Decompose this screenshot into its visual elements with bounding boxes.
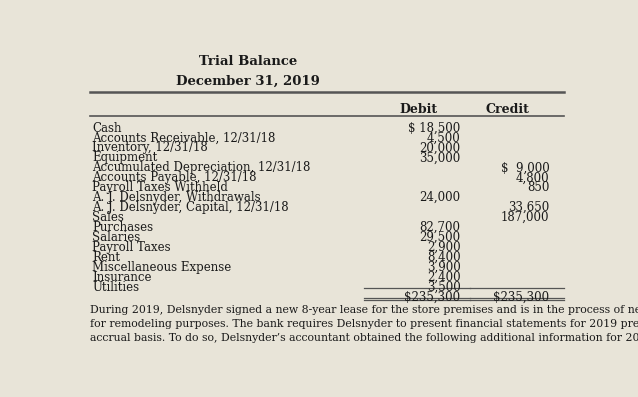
- Text: $235,300: $235,300: [493, 291, 549, 304]
- Text: 33,650: 33,650: [508, 201, 549, 214]
- Text: 20,000: 20,000: [419, 141, 461, 154]
- Text: 4,500: 4,500: [427, 131, 461, 145]
- Text: $ 18,500: $ 18,500: [408, 121, 461, 135]
- Text: 24,000: 24,000: [419, 191, 461, 204]
- Text: 3,900: 3,900: [427, 261, 461, 274]
- Text: Accounts Receivable, 12/31/18: Accounts Receivable, 12/31/18: [92, 131, 276, 145]
- Text: A. J. Delsnyder, Withdrawals: A. J. Delsnyder, Withdrawals: [92, 191, 261, 204]
- Text: $  9,000: $ 9,000: [501, 161, 549, 174]
- Text: Accounts Payable, 12/31/18: Accounts Payable, 12/31/18: [92, 171, 256, 184]
- Text: Purchases: Purchases: [92, 221, 153, 234]
- Text: 2,900: 2,900: [427, 241, 461, 254]
- Text: A. J. Delsnyder, Capital, 12/31/18: A. J. Delsnyder, Capital, 12/31/18: [92, 201, 289, 214]
- Text: 187,000: 187,000: [501, 211, 549, 224]
- Text: Trial Balance: Trial Balance: [199, 55, 297, 68]
- Text: 29,500: 29,500: [419, 231, 461, 244]
- Text: Equipment: Equipment: [92, 151, 158, 164]
- Text: Cash: Cash: [92, 121, 122, 135]
- Text: 3,500: 3,500: [427, 281, 461, 293]
- Text: 2,400: 2,400: [427, 271, 461, 283]
- Text: During 2019, Delsnyder signed a new 8-year lease for the store premises and is i: During 2019, Delsnyder signed a new 8-ye…: [89, 305, 638, 343]
- Text: Salaries: Salaries: [92, 231, 140, 244]
- Text: December 31, 2019: December 31, 2019: [176, 75, 320, 88]
- Text: Accumulated Depreciation, 12/31/18: Accumulated Depreciation, 12/31/18: [92, 161, 311, 174]
- Text: Payroll Taxes: Payroll Taxes: [92, 241, 171, 254]
- Text: $235,300: $235,300: [404, 291, 461, 304]
- Text: 35,000: 35,000: [419, 151, 461, 164]
- Text: 8,400: 8,400: [427, 251, 461, 264]
- Text: 82,700: 82,700: [419, 221, 461, 234]
- Text: 850: 850: [527, 181, 549, 194]
- Text: Sales: Sales: [92, 211, 124, 224]
- Text: Miscellaneous Expense: Miscellaneous Expense: [92, 261, 232, 274]
- Text: Inventory, 12/31/18: Inventory, 12/31/18: [92, 141, 208, 154]
- Text: Insurance: Insurance: [92, 271, 152, 283]
- Text: Rent: Rent: [92, 251, 120, 264]
- Text: Utilities: Utilities: [92, 281, 139, 293]
- Text: Debit: Debit: [399, 103, 438, 116]
- Text: 4,800: 4,800: [516, 171, 549, 184]
- Text: Payroll Taxes Withheld: Payroll Taxes Withheld: [92, 181, 228, 194]
- Text: Credit: Credit: [486, 103, 530, 116]
